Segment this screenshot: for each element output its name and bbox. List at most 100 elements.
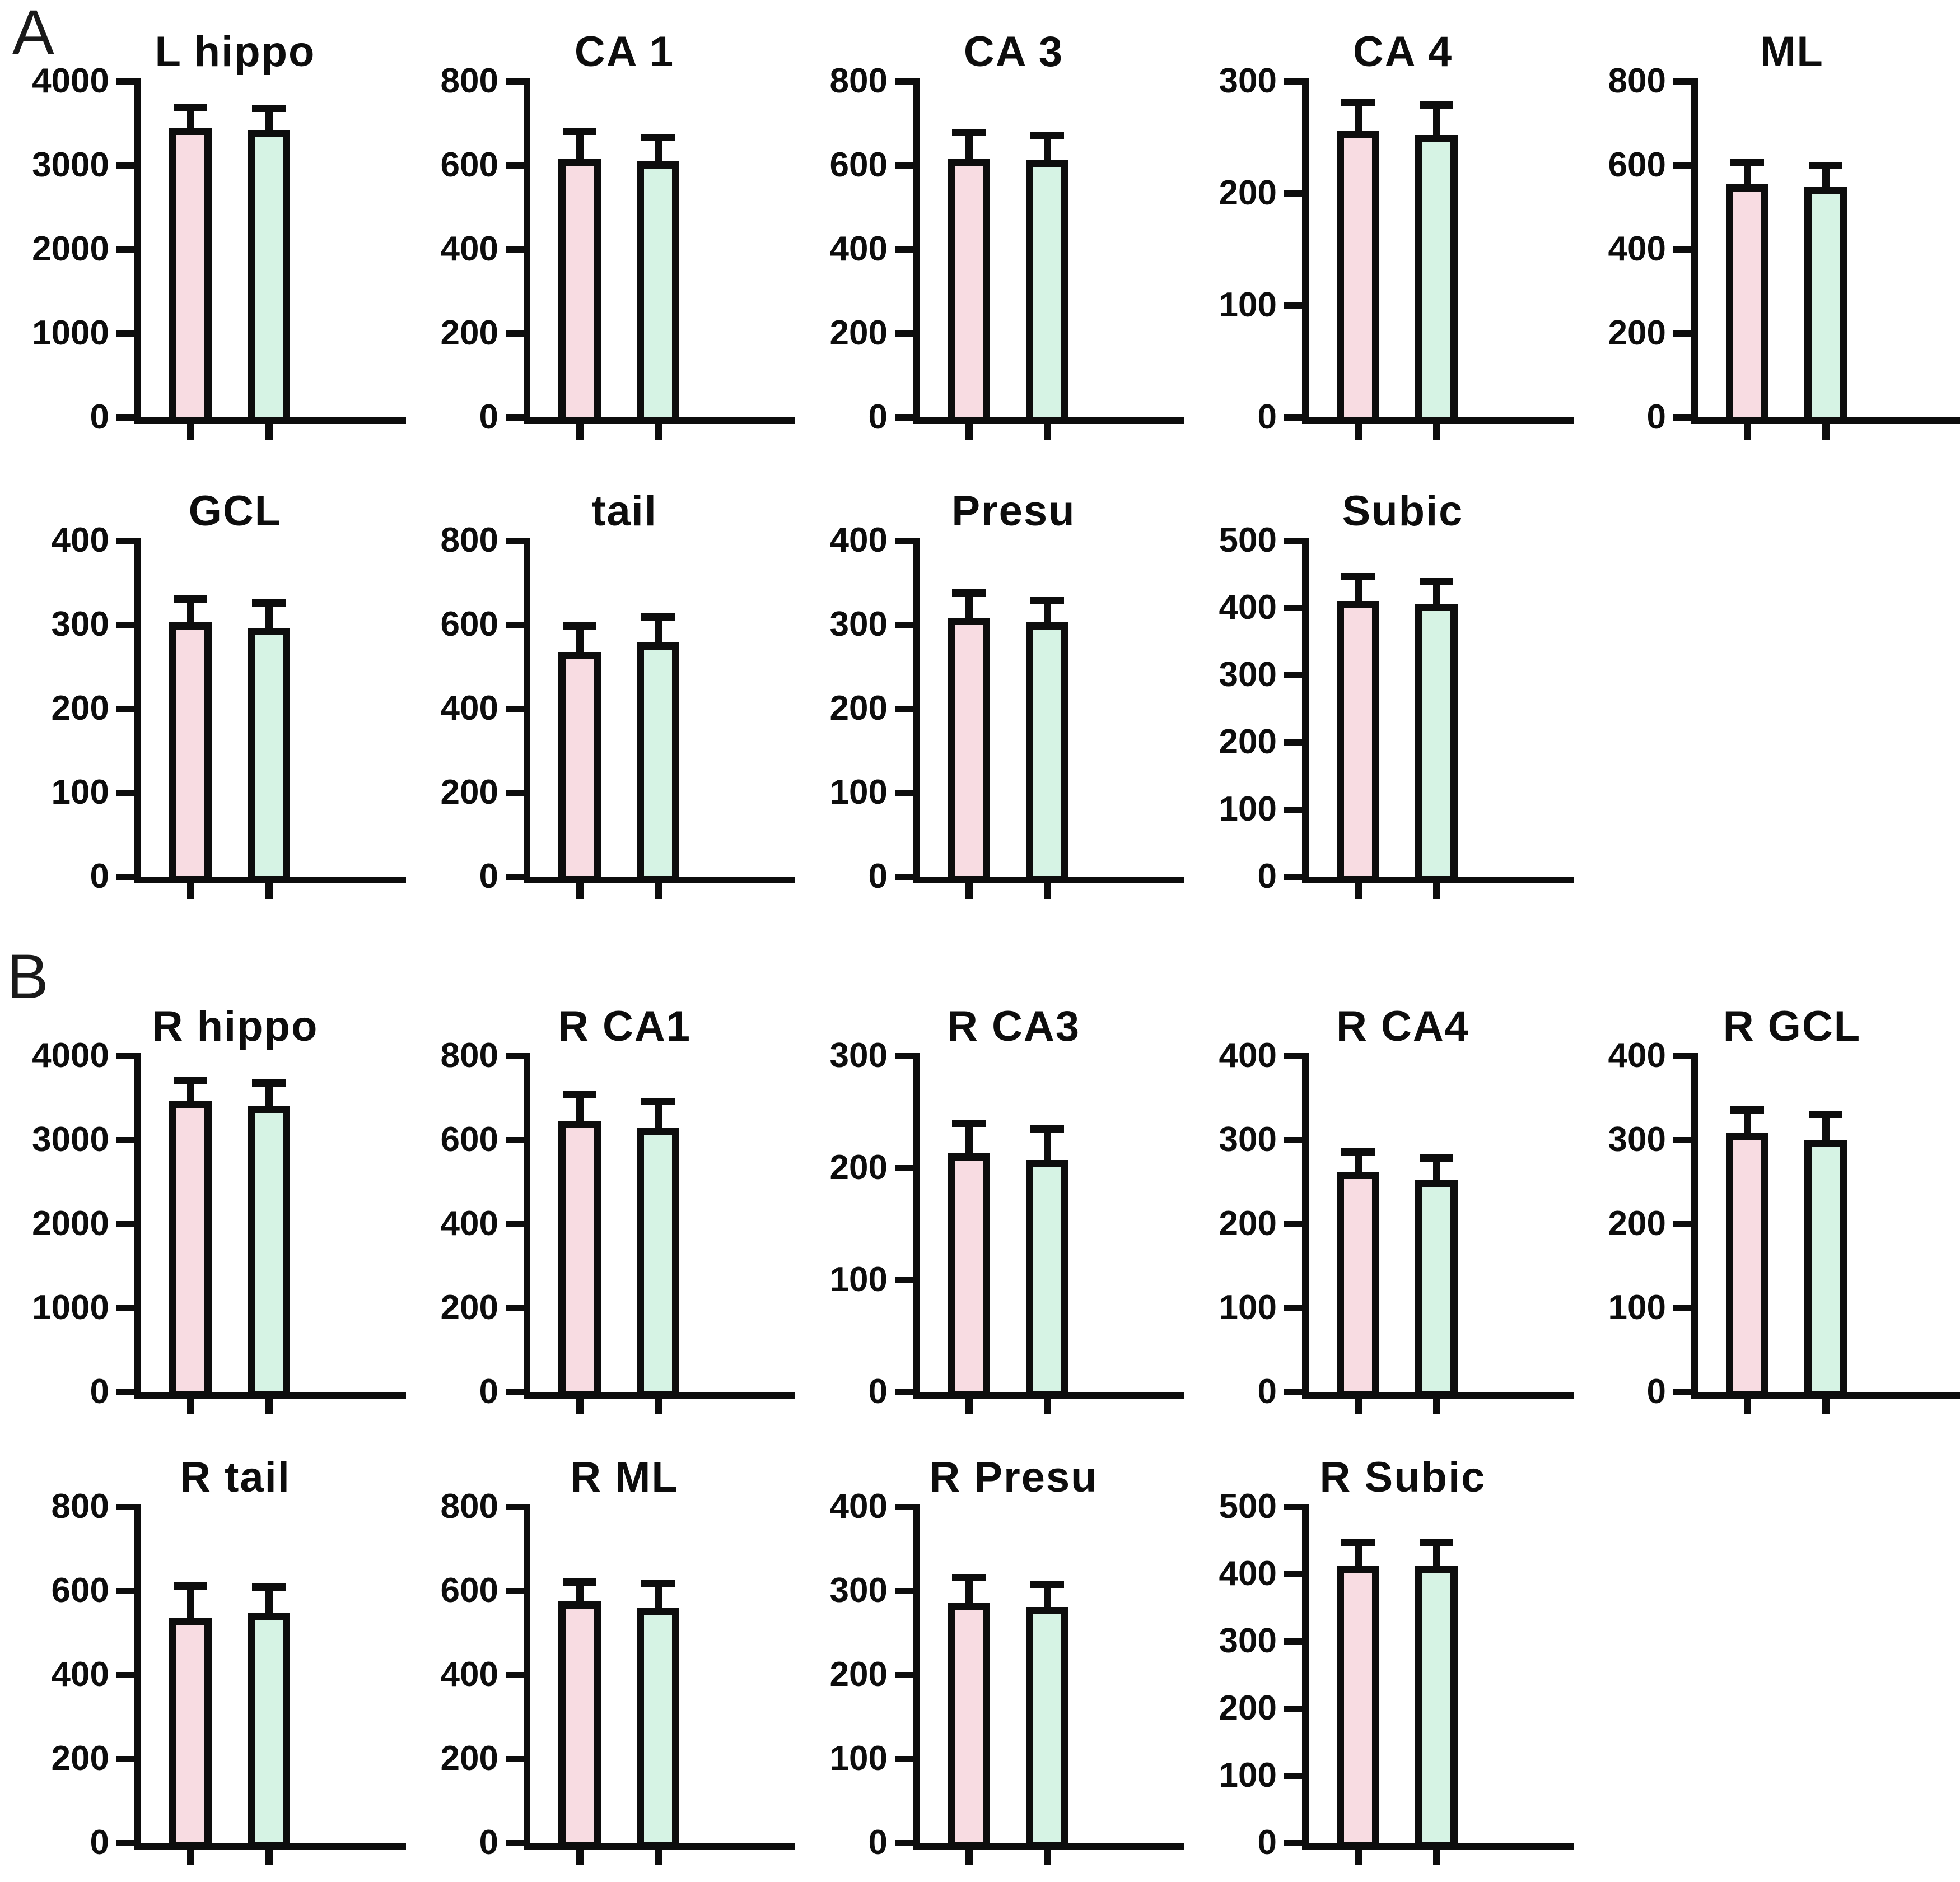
error-bar-stem xyxy=(655,613,662,646)
error-bar-stem xyxy=(965,1120,973,1157)
y-tick-label: 0 xyxy=(1646,398,1666,436)
x-axis-tick xyxy=(965,1850,973,1865)
y-axis-tick xyxy=(1673,78,1691,85)
y-tick-label: 600 xyxy=(440,605,498,644)
error-bar-cap xyxy=(1420,578,1453,585)
error-bar-stem xyxy=(187,595,194,626)
y-tick-label: 0 xyxy=(1257,1823,1277,1862)
bar-l-hippo-1 xyxy=(169,128,212,424)
chart-title: ML xyxy=(1760,28,1824,76)
y-tick-label: 400 xyxy=(1219,1036,1277,1075)
error-bar-stem xyxy=(1044,1581,1051,1610)
bar-r-presu-2 xyxy=(1026,1607,1068,1850)
y-tick-label: 300 xyxy=(1219,655,1277,694)
y-tick-label: 200 xyxy=(440,1288,498,1327)
y-axis-tick xyxy=(895,1840,913,1846)
chart-title: CA 3 xyxy=(963,28,1064,76)
y-axis-tick xyxy=(506,246,524,253)
y-tick-label: 300 xyxy=(1608,1120,1666,1159)
y-axis-tick xyxy=(1673,246,1691,253)
y-tick-label: 200 xyxy=(1219,723,1277,761)
error-bar-cap xyxy=(1341,573,1375,580)
y-tick-label: 100 xyxy=(51,773,109,812)
y-axis-tick xyxy=(116,706,134,712)
bar-subic-2 xyxy=(1415,604,1458,883)
y-tick-label: 200 xyxy=(1608,314,1666,352)
error-bar-cap xyxy=(641,613,675,621)
y-axis-tick xyxy=(506,1840,524,1846)
error-bar-stem xyxy=(265,599,273,631)
y-tick-label: 400 xyxy=(440,1204,498,1243)
x-axis-tick xyxy=(265,1399,273,1414)
x-axis-tick xyxy=(655,1850,662,1865)
bar-ca-1-1 xyxy=(558,159,601,424)
y-tick-label: 600 xyxy=(440,1571,498,1610)
y-axis-tick xyxy=(1284,190,1302,197)
y-tick-label: 400 xyxy=(440,689,498,728)
error-bar-cap xyxy=(641,134,675,141)
bar-r-tail-1 xyxy=(169,1618,212,1850)
y-tick-label: 800 xyxy=(829,62,888,100)
bar-subic-1 xyxy=(1337,601,1379,883)
bar-presu-2 xyxy=(1026,622,1068,883)
y-axis-tick xyxy=(1284,1305,1302,1311)
bar-chart-r-ca1: R CA1 0 200 400 600 800 xyxy=(409,1000,795,1426)
y-tick-label: 100 xyxy=(829,1260,888,1299)
x-axis-tick xyxy=(265,1850,273,1865)
y-tick-label: 600 xyxy=(440,146,498,184)
y-tick-label: 800 xyxy=(440,62,498,100)
bar-r-subic-1 xyxy=(1337,1566,1379,1850)
bar-chart-subic: Subic 0 100 200 300 400 500 xyxy=(1187,485,1574,910)
bar-r-ml-1 xyxy=(558,1601,601,1850)
x-axis-tick xyxy=(1355,1850,1362,1865)
y-axis-tick xyxy=(506,706,524,712)
y-tick-label: 500 xyxy=(1219,1487,1277,1526)
y-axis-line xyxy=(134,78,141,424)
error-bar-cap xyxy=(252,1583,286,1591)
y-tick-label: 0 xyxy=(479,1823,498,1862)
x-axis-tick xyxy=(1744,424,1751,440)
y-tick-label: 800 xyxy=(440,521,498,560)
bar-chart-r-gcl: R GCL 0 100 200 300 400 xyxy=(1576,1000,1960,1426)
error-bar-stem xyxy=(1355,1539,1362,1569)
y-tick-label: 200 xyxy=(51,1739,109,1778)
bar-chart-r-hippo: R hippo 0 1000 2000 3000 4000 xyxy=(20,1000,406,1426)
y-axis-line xyxy=(913,1053,920,1399)
y-tick-label: 400 xyxy=(440,1655,498,1694)
bar-r-tail-2 xyxy=(248,1613,290,1850)
y-axis-line xyxy=(134,1053,141,1399)
x-axis-tick xyxy=(1044,883,1051,899)
y-tick-label: 800 xyxy=(440,1487,498,1526)
error-bar-stem xyxy=(1044,132,1051,164)
y-axis-tick xyxy=(895,538,913,544)
y-tick-label: 0 xyxy=(868,857,888,896)
bar-chart-l-hippo: L hippo 0 1000 2000 3000 4000 xyxy=(20,25,406,451)
y-axis-tick xyxy=(116,246,134,253)
error-bar-cap xyxy=(563,1578,596,1586)
y-tick-label: 3000 xyxy=(32,146,109,184)
error-bar-cap xyxy=(174,1582,207,1590)
y-tick-label: 300 xyxy=(1219,1622,1277,1660)
y-axis-tick xyxy=(895,1672,913,1678)
chart-title: R hippo xyxy=(152,1003,319,1050)
x-axis-tick xyxy=(1355,883,1362,899)
x-axis-tick xyxy=(576,883,584,899)
y-axis-tick xyxy=(895,162,913,169)
error-bar-cap xyxy=(952,129,986,136)
y-axis-tick xyxy=(1284,78,1302,85)
y-axis-line xyxy=(524,78,530,424)
y-tick-label: 300 xyxy=(829,1036,888,1075)
bar-chart-r-ca4: R CA4 0 100 200 300 400 xyxy=(1187,1000,1574,1426)
error-bar-cap xyxy=(1809,162,1842,169)
y-tick-label: 600 xyxy=(829,146,888,184)
y-axis-tick xyxy=(506,414,524,421)
bar-r-gcl-1 xyxy=(1726,1133,1768,1399)
y-tick-label: 2000 xyxy=(32,1204,109,1243)
y-tick-label: 100 xyxy=(1219,286,1277,324)
chart-title: L hippo xyxy=(155,28,316,76)
y-tick-label: 200 xyxy=(440,773,498,812)
y-tick-label: 0 xyxy=(1257,398,1277,436)
y-tick-label: 500 xyxy=(1219,521,1277,560)
error-bar-cap xyxy=(174,595,207,603)
y-axis-line xyxy=(1302,1504,1309,1850)
